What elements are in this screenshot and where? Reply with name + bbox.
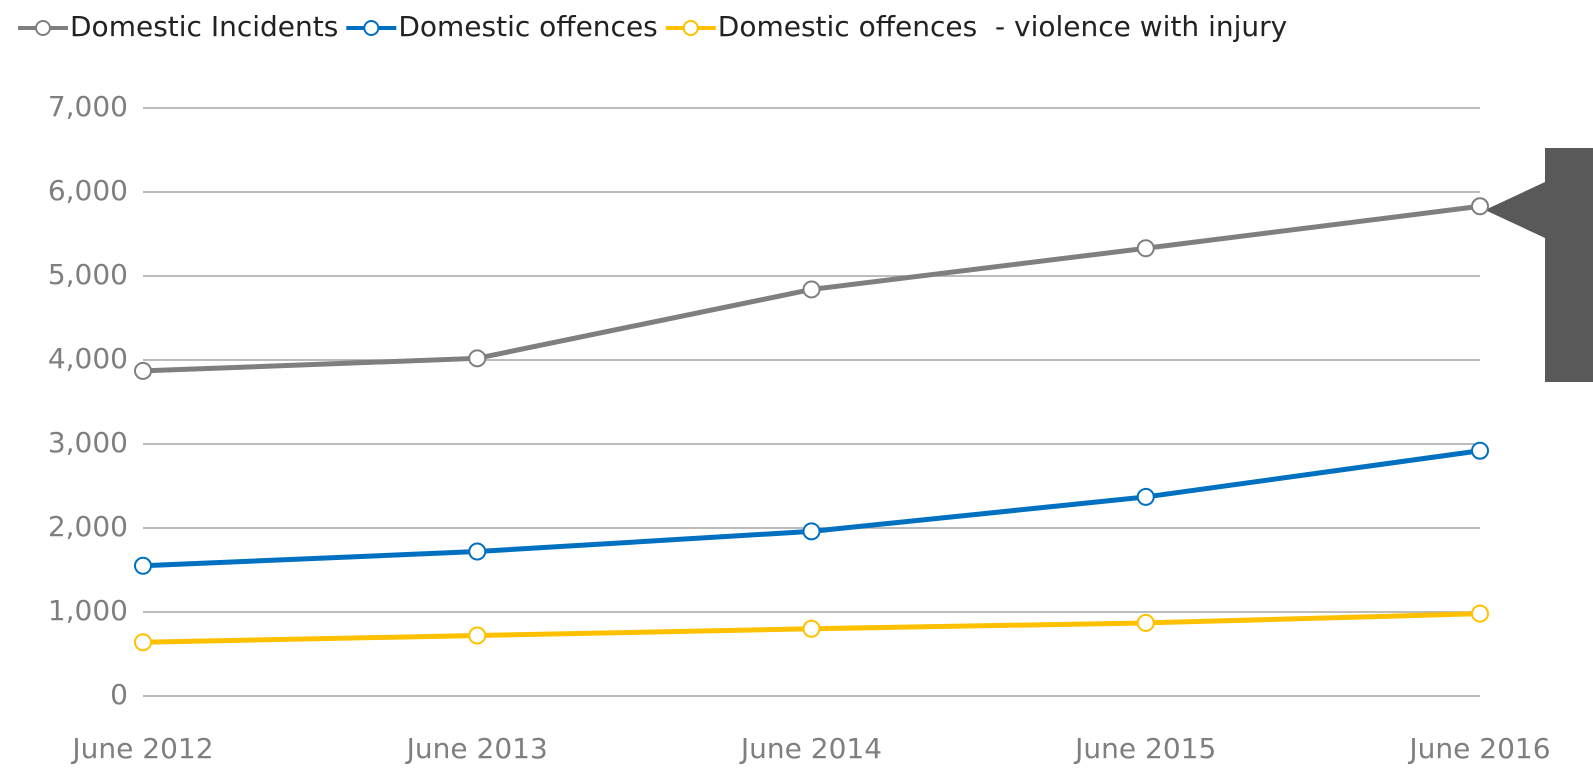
point xyxy=(468,349,487,368)
legend-marker xyxy=(363,20,380,36)
y-tick-label: 5,000 xyxy=(48,258,128,291)
x-tick-label: June 2015 xyxy=(1073,732,1216,765)
point xyxy=(134,633,152,652)
y-tick-label: 0 xyxy=(110,678,128,711)
point xyxy=(1471,197,1489,216)
y-tick-label: 1,000 xyxy=(48,594,128,627)
point xyxy=(802,619,821,638)
point xyxy=(1136,487,1155,506)
legend-label: Domestic offences - violence with injury xyxy=(718,10,1287,43)
point xyxy=(802,280,821,299)
callout xyxy=(1485,148,1593,382)
legend-marker xyxy=(35,20,51,36)
y-tick-label: 7,000 xyxy=(48,90,128,123)
point xyxy=(468,626,487,645)
x-tick-label: June 2014 xyxy=(739,732,882,765)
point xyxy=(802,522,821,541)
x-tick-label: June 2013 xyxy=(405,732,548,765)
legend-marker xyxy=(682,20,699,36)
y-tick-label: 2,000 xyxy=(48,510,128,543)
point xyxy=(1471,441,1489,460)
point xyxy=(1471,604,1489,623)
legend-label: Domestic offences xyxy=(398,10,657,43)
x-tick-label: June 2016 xyxy=(1407,732,1550,765)
y-tick-label: 4,000 xyxy=(48,342,128,375)
y-tick-label: 3,000 xyxy=(48,426,128,459)
point xyxy=(134,556,152,575)
legend-label: Domestic Incidents xyxy=(70,10,338,43)
point xyxy=(1136,613,1155,632)
x-tick-label: June 2012 xyxy=(70,732,213,765)
point xyxy=(468,542,487,561)
point xyxy=(1136,239,1155,258)
series-line xyxy=(142,448,1481,569)
y-tick-label: 6,000 xyxy=(48,174,128,207)
point xyxy=(134,361,152,380)
